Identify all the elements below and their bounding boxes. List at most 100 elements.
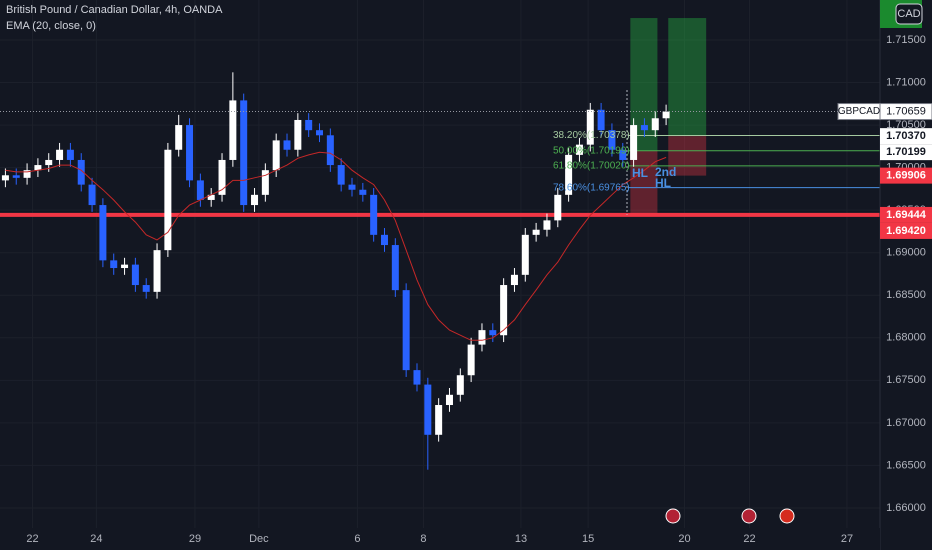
candle-body [207, 194, 215, 200]
profit-zone [668, 18, 707, 137]
candle-body [121, 264, 129, 269]
candle-body [337, 165, 345, 185]
y-tick-label: 1.70500 [886, 119, 926, 131]
y-tick-label: 1.66500 [886, 459, 926, 471]
time-axis [0, 528, 880, 550]
levels [0, 134, 880, 217]
price-tag-label: 1.70199 [886, 146, 926, 158]
loss-zone [630, 150, 658, 215]
candle-body [640, 125, 648, 131]
candle-body [348, 184, 356, 190]
y-tick-label: 1.66000 [886, 502, 926, 514]
candle-body [619, 149, 627, 160]
grid [0, 0, 880, 528]
loss-zone [668, 136, 707, 176]
candle-body [142, 285, 150, 292]
candle-body [424, 384, 432, 435]
candles [1, 72, 670, 470]
candle-body [272, 140, 280, 171]
x-tick-label: 22 [743, 533, 755, 545]
candle-body [510, 274, 518, 286]
y-tick-label: 1.67000 [886, 417, 926, 429]
x-tick-label: 24 [90, 533, 102, 545]
candle-body [413, 370, 421, 385]
flag-icon[interactable] [741, 508, 757, 524]
candle-body [218, 159, 226, 195]
y-tick-label: 1.71000 [886, 76, 926, 88]
annotation: 2nd [655, 165, 676, 179]
currency-button[interactable] [895, 3, 923, 25]
flag-icon[interactable] [779, 508, 795, 524]
price-tag-label: 1.69420 [886, 225, 926, 237]
event-flags [665, 508, 795, 524]
y-tick-label: 1.71500 [886, 34, 926, 46]
price-tag-label: 1.69444 [886, 209, 927, 221]
x-tick-label: 13 [515, 533, 527, 545]
indicator-label: EMA (20, close, 0) [6, 20, 96, 32]
price-tag [880, 144, 932, 161]
candle-body [316, 130, 324, 136]
fib-label: 50.00%(1.70199) [553, 145, 630, 156]
price-axis [880, 0, 932, 550]
x-tick-label: Dec [249, 533, 269, 545]
candle-body [500, 285, 508, 336]
price-tag-label: 1.69906 [886, 170, 926, 182]
y-tick-label: 1.68000 [886, 332, 926, 344]
annotation: HL [632, 166, 648, 180]
candle-body [131, 264, 139, 286]
y-tick-label: 1.68500 [886, 289, 926, 301]
candle-body [294, 119, 302, 150]
candle-body [456, 375, 464, 395]
axis-labels: 1.66000 1.66500 1.67000 1.67500 1.68000 1.685… [26, 34, 932, 545]
price-tag [879, 103, 932, 121]
x-tick-label: 27 [841, 533, 853, 545]
annotation: HL [655, 176, 671, 190]
candle-body [261, 170, 269, 195]
candle-body [110, 260, 118, 269]
ema-line [5, 151, 667, 341]
x-tick-label: 22 [26, 533, 38, 545]
candle-body [175, 125, 183, 150]
y-tick-label: 1.67500 [886, 374, 926, 386]
candle-body [66, 149, 74, 160]
price-tag-label: 1.70370 [886, 130, 926, 142]
candle-body [380, 234, 388, 246]
x-tick-label: 15 [582, 533, 594, 545]
candle-body [229, 100, 237, 160]
candle-body [554, 194, 562, 221]
candle-body [630, 125, 638, 160]
price-tag [880, 206, 932, 223]
candle-body [402, 290, 410, 371]
candle-body [597, 109, 605, 131]
candle-body [164, 149, 172, 251]
currency-label: CAD [897, 8, 920, 20]
candle-body [359, 189, 367, 195]
fib-label: 78.60%(1.69765) [553, 182, 630, 193]
fib-label: 61.80%(1.70020) [553, 161, 630, 172]
price-tag [880, 222, 932, 239]
candle-body [521, 234, 529, 275]
symbol-label: GBPCAD [838, 106, 880, 117]
x-tick-label: 8 [420, 533, 426, 545]
candle-body [88, 184, 96, 206]
candle-body [662, 111, 670, 119]
candle-body [99, 205, 107, 261]
candle-body [283, 140, 291, 150]
candle-body [153, 250, 161, 292]
candle-body [467, 344, 475, 376]
candle-body [12, 175, 20, 178]
candle-body [565, 154, 573, 195]
candle-body [445, 394, 453, 406]
price-tag-label: 1.70659 [886, 105, 926, 117]
candle-body [45, 159, 53, 166]
overlays: 38.20%(1.70378) 50.00%(1.70199) 61.80%(1.7… [0, 111, 838, 193]
y-tick-label: 1.69000 [886, 247, 926, 259]
candle-body [370, 194, 378, 235]
candle-body [186, 125, 194, 181]
flag-icon[interactable] [665, 508, 681, 524]
fib-label: 38.20%(1.70378) [553, 130, 630, 141]
candle-body [326, 135, 334, 166]
candle-body [305, 119, 313, 131]
candle-body [391, 245, 399, 291]
